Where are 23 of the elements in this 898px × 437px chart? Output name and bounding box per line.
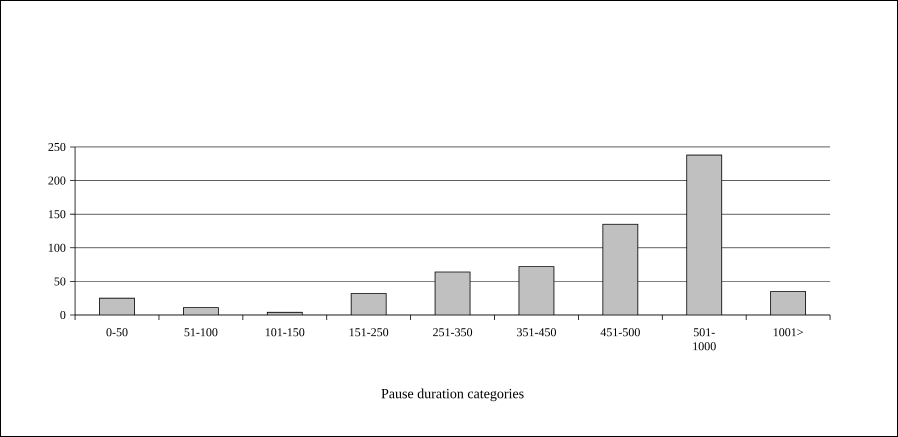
y-tick-label: 150 — [48, 210, 66, 218]
bar — [686, 155, 722, 315]
y-tick-label: 250 — [48, 142, 66, 152]
x-tick-label: 451-500 — [600, 328, 640, 336]
y-tick-label: 100 — [48, 244, 66, 252]
bar — [770, 291, 806, 315]
x-tick-label: 0-50 — [106, 328, 128, 336]
y-tick-label: 50 — [54, 277, 66, 286]
x-tick-label: 251-350 — [433, 328, 472, 336]
x-tick-label: 151-250 — [350, 328, 388, 336]
bar — [351, 293, 386, 315]
bar — [100, 298, 135, 315]
x-tick-label: 51-100 — [184, 328, 218, 336]
x-tick-label: 351-450 — [517, 328, 556, 336]
x-tick-label: 501-1000 — [693, 328, 716, 350]
bar — [602, 224, 638, 315]
x-tick-label: 1001> — [774, 328, 803, 336]
x-axis-title: Pause duration categories — [381, 388, 524, 402]
bar — [518, 266, 554, 315]
y-tick-label: 200 — [48, 176, 66, 185]
x-tick-label: 101-150 — [266, 328, 304, 336]
bar — [435, 272, 470, 315]
y-tick-label: 0 — [60, 310, 66, 320]
